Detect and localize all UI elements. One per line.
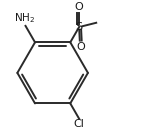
Text: NH$_2$: NH$_2$ — [14, 11, 35, 25]
Text: O: O — [77, 42, 86, 52]
Text: Cl: Cl — [74, 119, 85, 129]
Text: O: O — [75, 2, 84, 12]
Text: S: S — [75, 22, 83, 32]
